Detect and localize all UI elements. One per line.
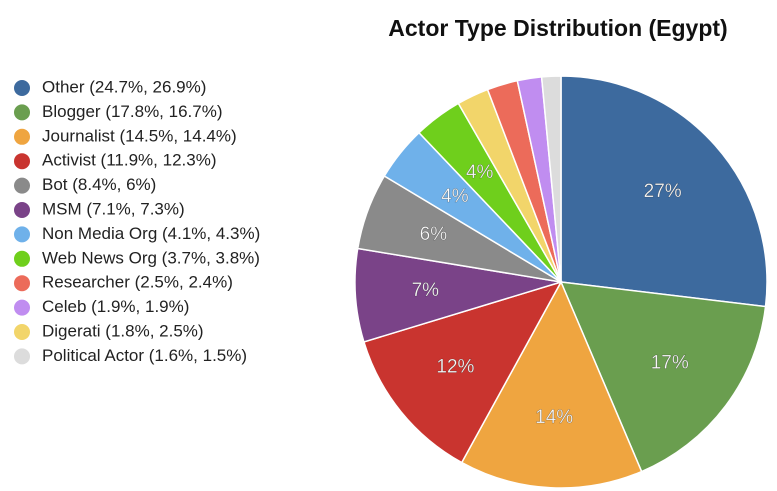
legend-swatch	[14, 177, 30, 194]
legend-swatch	[14, 202, 30, 218]
pie-slice	[560, 75, 768, 308]
legend-swatch	[14, 153, 30, 170]
value-label: 12%	[436, 357, 474, 378]
legend-swatch	[14, 299, 30, 316]
legend-swatch	[14, 250, 30, 267]
legend-swatch	[14, 324, 30, 340]
value-label: 7%	[412, 280, 440, 301]
legend-label: MSM (7.1%, 7.3%)	[42, 199, 185, 218]
value-label: 14%	[535, 407, 573, 428]
value-label: 17%	[651, 353, 689, 374]
legend-swatch	[14, 128, 30, 145]
legend-label: Celeb (1.9%, 1.9%)	[42, 297, 189, 316]
legend-label: Political Actor (1.6%, 1.5%)	[42, 346, 247, 365]
legend-label: Blogger (17.8%, 16.7%)	[42, 102, 223, 121]
pie-slice	[559, 281, 767, 473]
legend-label: Researcher (2.5%, 2.4%)	[42, 273, 233, 292]
legend-label: Journalist (14.5%, 14.4%)	[42, 126, 237, 145]
legend-swatch	[14, 275, 30, 292]
value-label: 27%	[644, 181, 682, 202]
pie-slice	[460, 280, 643, 489]
legend-label: Non Media Org (4.1%, 4.3%)	[42, 224, 260, 243]
pie-slice	[540, 75, 562, 283]
chart-title: Actor Type Distribution (Egypt)	[388, 15, 727, 41]
legend-swatch	[14, 104, 30, 121]
value-label: 4%	[466, 162, 494, 183]
legend-label: Digerati (1.8%, 2.5%)	[42, 321, 204, 340]
legend-label: Activist (11.9%, 12.3%)	[42, 151, 216, 170]
value-label: 4%	[441, 186, 469, 207]
legend-swatch	[14, 226, 30, 243]
legend-label: Other (24.7%, 26.9%)	[42, 77, 206, 96]
legend-label: Web News Org (3.7%, 3.8%)	[42, 248, 260, 267]
legend-label: Bot (8.4%, 6%)	[42, 175, 156, 194]
legend-swatch	[14, 348, 30, 365]
value-label: 6%	[420, 224, 448, 245]
legend-swatch	[14, 80, 30, 96]
